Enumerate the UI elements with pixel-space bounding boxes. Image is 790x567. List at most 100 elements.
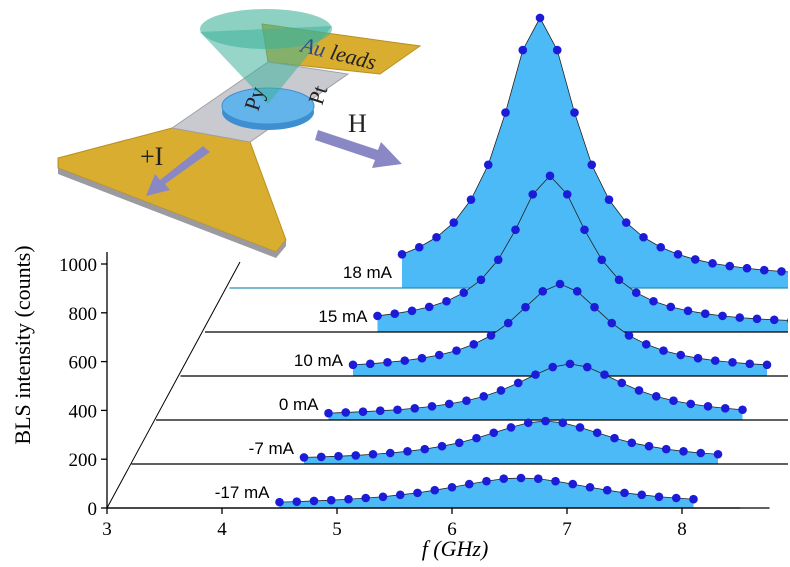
- data-point: [634, 386, 644, 395]
- data-point: [762, 360, 772, 370]
- series-label: 0 mA: [279, 395, 319, 414]
- data-point: [434, 350, 444, 360]
- data-point: [708, 259, 717, 268]
- data-point: [420, 444, 430, 454]
- area-fill: [402, 17, 788, 288]
- data-point: [572, 287, 582, 296]
- data-point: [533, 474, 543, 484]
- gold-pad: [57, 127, 287, 253]
- data-point: [521, 302, 530, 312]
- data-point: [693, 353, 703, 363]
- data-point: [496, 386, 506, 395]
- data-point: [713, 449, 723, 459]
- data-point: [587, 160, 597, 170]
- x-tick-label: 7: [562, 519, 572, 540]
- data-point: [390, 309, 400, 319]
- data-point: [639, 232, 648, 242]
- series-label: 18 mA: [343, 263, 393, 282]
- device-inset: Au leads Py Pt +I H: [57, 9, 422, 258]
- series-label: 15 mA: [318, 307, 368, 326]
- data-point: [334, 451, 343, 461]
- data-point: [479, 392, 489, 401]
- data-point: [482, 476, 491, 486]
- data-point: [413, 488, 422, 498]
- data-point: [769, 315, 779, 325]
- data-point: [528, 190, 538, 199]
- data-point: [679, 447, 688, 456]
- data-point: [597, 255, 607, 265]
- data-point: [430, 485, 440, 495]
- data-point: [728, 358, 737, 367]
- data-point: [627, 438, 637, 448]
- data-point: [661, 444, 671, 454]
- data-point: [637, 490, 647, 500]
- data-point: [752, 314, 762, 324]
- data-point: [414, 242, 424, 252]
- data-point: [444, 399, 454, 409]
- data-point: [462, 396, 471, 406]
- data-point: [590, 302, 599, 312]
- data-point: [592, 428, 602, 438]
- data-point: [742, 263, 752, 273]
- data-point: [511, 225, 520, 235]
- pad-edge: [58, 168, 286, 258]
- data-point: [358, 407, 368, 417]
- data-point: [656, 242, 666, 252]
- data-point: [417, 353, 427, 363]
- data-point: [361, 493, 371, 503]
- data-point: [735, 313, 745, 322]
- area-fill: [328, 363, 743, 420]
- y-tick-label: 800: [69, 304, 98, 325]
- data-point: [489, 428, 499, 438]
- data-point: [689, 494, 698, 504]
- data-point: [745, 359, 755, 369]
- data-point: [551, 476, 560, 486]
- current-label: +I: [140, 142, 163, 171]
- data-point: [499, 474, 509, 484]
- data-point: [299, 453, 309, 462]
- data-point: [403, 447, 412, 456]
- data-point: [449, 218, 459, 227]
- data-point: [545, 171, 555, 181]
- y-tick-label: 200: [69, 450, 98, 471]
- data-point: [582, 362, 592, 372]
- data-point: [365, 359, 375, 369]
- data-point: [710, 356, 720, 365]
- current-arrow: [146, 146, 210, 196]
- data-point: [703, 402, 713, 411]
- data-point: [600, 370, 609, 379]
- data-point: [624, 331, 634, 340]
- data-point: [397, 250, 407, 259]
- laser-cone-top: [200, 9, 332, 49]
- data-point: [459, 288, 469, 298]
- x-axis-label: f (GHz): [422, 536, 489, 561]
- data-point: [620, 488, 629, 498]
- data-point: [604, 195, 614, 204]
- y-tick-label: 1000: [59, 255, 97, 276]
- data-point: [493, 255, 503, 265]
- data-point: [575, 423, 585, 432]
- data-point: [383, 358, 392, 367]
- y-axis-label: BLS intensity (counts): [10, 245, 35, 444]
- data-point: [452, 346, 461, 355]
- data-point: [506, 423, 516, 432]
- data-point: [466, 195, 476, 204]
- data-point: [292, 497, 302, 506]
- data-point: [407, 306, 417, 316]
- series-label: -17 mA: [215, 483, 270, 502]
- data-point: [644, 441, 654, 451]
- data-point: [565, 359, 575, 369]
- y-tick-label: 400: [69, 401, 98, 422]
- axes: BLS intensity (counts) f (GHz) 020040060…: [10, 245, 740, 561]
- data-point: [659, 346, 668, 355]
- data-point: [654, 492, 664, 502]
- data-point: [442, 296, 451, 306]
- data-point: [777, 267, 786, 276]
- data-point: [538, 287, 548, 296]
- data-point: [617, 378, 627, 388]
- data-point: [518, 45, 528, 55]
- data-point: [555, 279, 565, 289]
- data-point: [738, 405, 747, 415]
- series-label: 10 mA: [294, 351, 344, 370]
- area-fill: [377, 175, 788, 332]
